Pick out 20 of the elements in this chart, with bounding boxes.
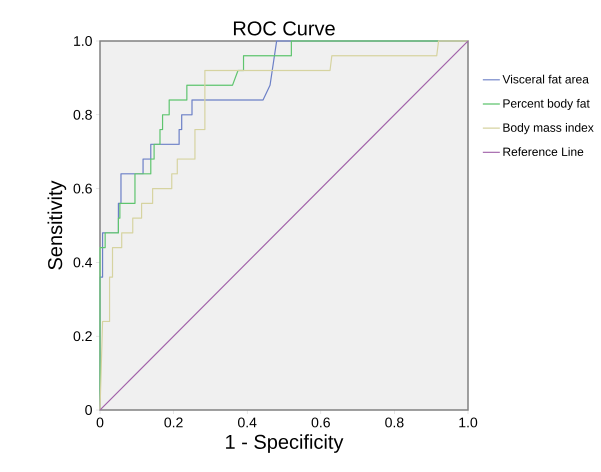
legend-label: Percent body fat: [503, 98, 590, 110]
y-tick-label: 0.2: [74, 331, 92, 342]
y-tick-label: 0.8: [74, 110, 92, 120]
x-tick-label: 0: [96, 418, 104, 428]
x-tick-label: 1.0: [459, 418, 478, 428]
y-tick-label: 0.4: [74, 257, 92, 268]
y-tick-label: 0: [85, 405, 92, 415]
x-tick-label: 0.6: [312, 418, 330, 428]
x-tick-label: 0.8: [385, 418, 404, 428]
line-series: [99, 40, 469, 411]
legend-label: Body mass index: [503, 123, 594, 134]
legend-label: Reference Line: [503, 147, 584, 156]
chart-title: ROC Curve: [234, 21, 335, 36]
y-tick-label: 0.6: [74, 184, 92, 194]
y-axis-title: Sensitivity: [48, 180, 66, 270]
x-tick-label: 0.2: [164, 418, 183, 428]
legend-label: Visceral fat area: [502, 74, 589, 84]
x-axis-title: 1 - Specificity: [226, 434, 344, 453]
y-tick-label: 1.0: [74, 36, 92, 46]
x-tick-label: 0.4: [238, 418, 257, 428]
